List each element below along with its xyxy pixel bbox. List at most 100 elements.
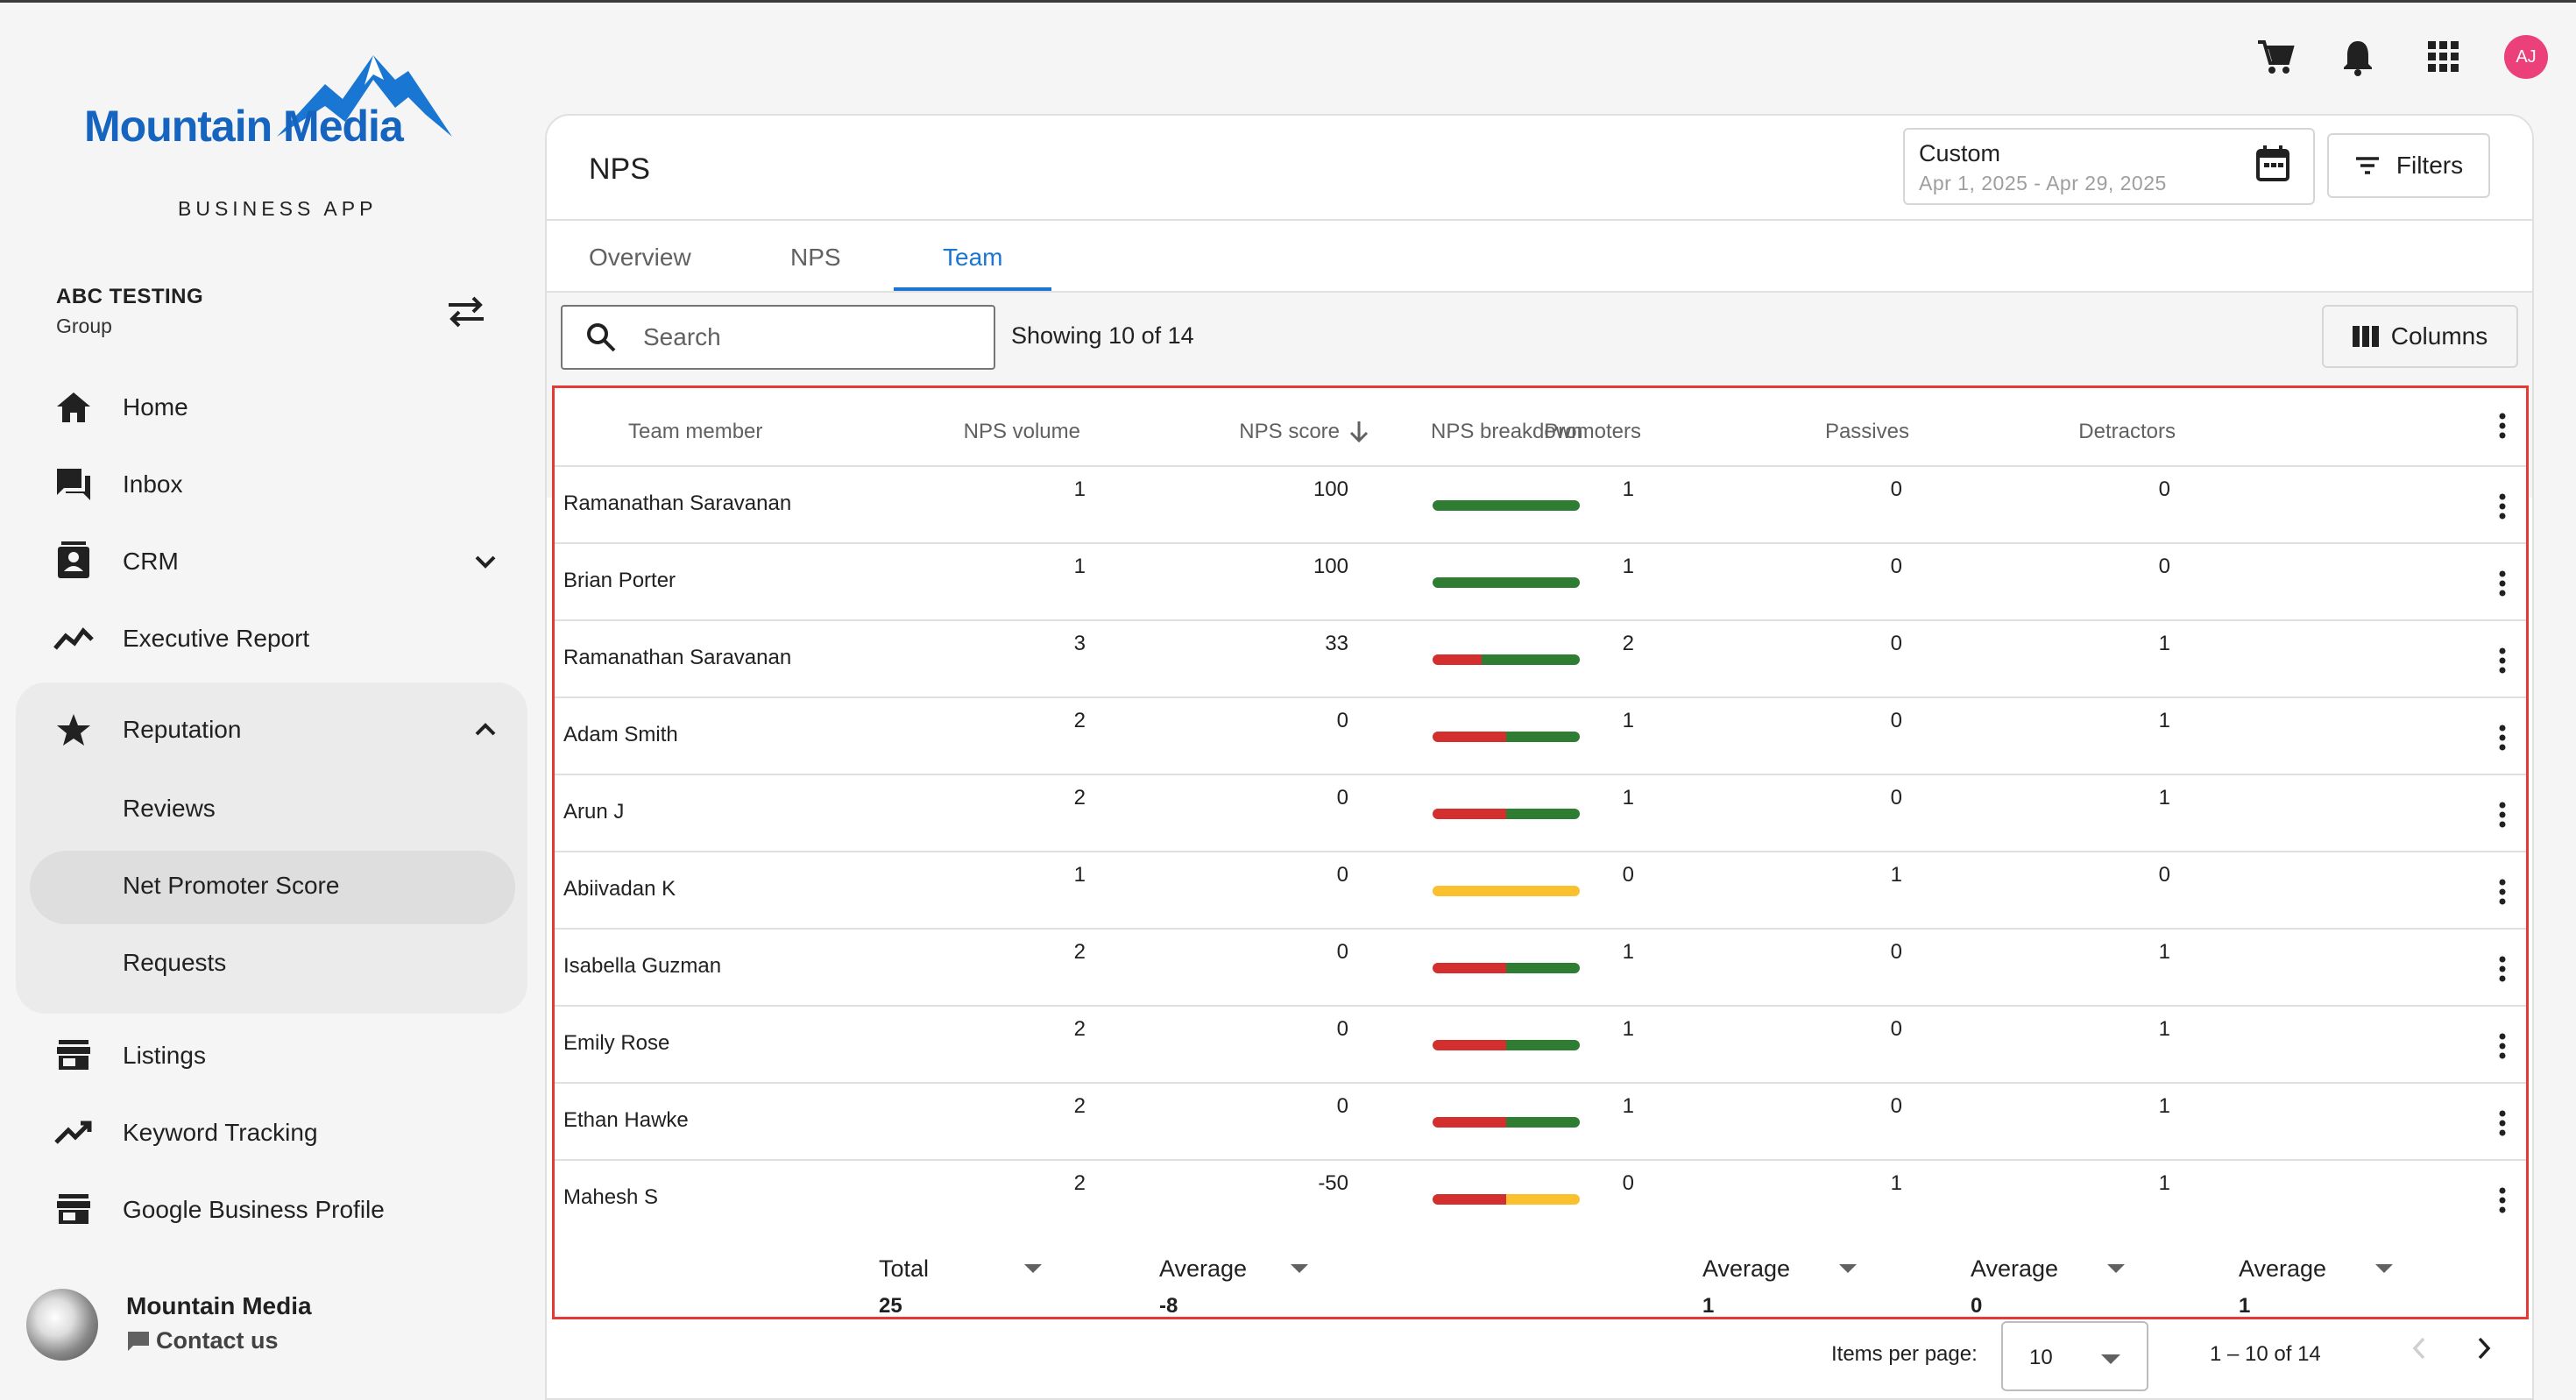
breakdown-segment-promoters (1506, 963, 1580, 973)
tab-overview[interactable]: Overview (589, 244, 691, 271)
columns-button[interactable]: Columns (2322, 305, 2518, 368)
chevron-up-icon[interactable] (473, 721, 498, 743)
sidebar-subitem-net-promoter-score[interactable]: Net Promoter Score (123, 872, 340, 899)
table-row[interactable]: Isabella Guzman 2 0 1 0 1 (555, 928, 2526, 1005)
row-more-vert-icon[interactable] (2498, 1187, 2507, 1218)
sidebar-subitem-reviews[interactable]: Reviews (123, 795, 216, 822)
sidebar-item-label: Google Business Profile (123, 1196, 385, 1223)
sidebar-item-reputation[interactable]: Reputation (53, 704, 241, 756)
sort-arrow-down-icon (1349, 421, 1369, 443)
column-header-nps-breakdown[interactable]: NPS breakdown (1431, 420, 1583, 443)
user-avatar[interactable]: AJ (2504, 35, 2548, 79)
row-more-vert-icon[interactable] (2498, 647, 2507, 678)
cell-nps-volume: 1 (1073, 555, 1086, 578)
cell-team-member: Brian Porter (563, 569, 676, 592)
tab-nps[interactable]: NPS (790, 244, 841, 271)
row-more-vert-icon[interactable] (2498, 570, 2507, 601)
column-header-team-member[interactable]: Team member (628, 420, 763, 443)
account-type: Group (56, 315, 112, 337)
previous-page-icon[interactable] (2408, 1333, 2429, 1368)
search-input[interactable] (643, 323, 976, 351)
account-switcher[interactable]: ABC TESTING Group (56, 285, 203, 338)
date-range-value: Apr 1, 2025 - Apr 29, 2025 (1919, 172, 2167, 194)
cell-nps-volume: 1 (1073, 863, 1086, 887)
sidebar-item-listings[interactable]: Listings (53, 1029, 206, 1082)
footer-detractors-value: 1 (2239, 1294, 2251, 1318)
table-row[interactable]: Abiivadan K 1 0 0 1 0 (555, 851, 2526, 928)
next-page-icon[interactable] (2474, 1333, 2495, 1368)
search-field[interactable] (561, 305, 995, 370)
breakdown-segment-detractors (1433, 732, 1506, 742)
cell-promoters: 1 (1622, 786, 1634, 810)
home-icon (53, 386, 95, 428)
breakdown-segment-promoters (1433, 577, 1580, 588)
table-row[interactable]: Ethan Hawke 2 0 1 0 1 (555, 1082, 2526, 1159)
swap-icon[interactable] (445, 294, 487, 334)
brand-logo[interactable]: Mountain Media (84, 38, 470, 169)
search-icon (587, 323, 616, 352)
column-header-promoters[interactable]: Promoters (1544, 420, 1641, 443)
cell-detractors: 0 (2158, 477, 2170, 501)
calendar-icon[interactable] (2255, 145, 2290, 187)
table-row[interactable]: Arun J 2 0 1 0 1 (555, 774, 2526, 851)
caret-down-icon[interactable] (1291, 1264, 1308, 1273)
caret-down-icon[interactable] (2107, 1264, 2125, 1273)
date-range-picker[interactable]: Custom Apr 1, 2025 - Apr 29, 2025 (1903, 128, 2315, 205)
sidebar-subitem-requests[interactable]: Requests (123, 949, 227, 976)
table-row[interactable]: Mahesh S 2 -50 0 1 1 (555, 1159, 2526, 1236)
row-more-vert-icon[interactable] (2498, 1033, 2507, 1064)
sidebar-item-crm[interactable]: CRM (53, 535, 179, 588)
table-row[interactable]: Brian Porter 1 100 1 0 0 (555, 542, 2526, 619)
more-vert-icon[interactable] (2498, 413, 2507, 443)
sidebar-item-google-business-profile[interactable]: Google Business Profile (53, 1184, 385, 1236)
footer-promoters-label: Average (1702, 1255, 1791, 1282)
notifications-bell-icon[interactable] (2334, 33, 2381, 81)
row-more-vert-icon[interactable] (2498, 1110, 2507, 1141)
cell-nps-volume: 3 (1073, 632, 1086, 655)
row-more-vert-icon[interactable] (2498, 725, 2507, 755)
table-row[interactable]: Ramanathan Saravanan 1 100 1 0 0 (555, 465, 2526, 542)
chevron-down-icon[interactable] (473, 553, 498, 575)
cell-passives: 0 (1890, 632, 1902, 655)
cell-nps-score: 0 (1336, 863, 1348, 887)
column-header-passives[interactable]: Passives (1824, 420, 1909, 443)
cell-nps-score: 0 (1336, 1094, 1348, 1118)
filters-button[interactable]: Filters (2327, 133, 2490, 198)
cell-promoters: 2 (1622, 632, 1634, 655)
contact-us-link[interactable]: Contact us (126, 1327, 279, 1354)
row-more-vert-icon[interactable] (2498, 956, 2507, 986)
cell-team-member: Abiivadan K (563, 877, 676, 901)
caret-down-icon[interactable] (2375, 1264, 2393, 1273)
nps-breakdown-bar (1433, 654, 1580, 665)
row-more-vert-icon[interactable] (2498, 879, 2507, 909)
cell-detractors: 1 (2158, 940, 2170, 964)
sidebar-item-label: Reputation (123, 716, 242, 743)
caret-down-icon[interactable] (1024, 1264, 1042, 1273)
table-row[interactable]: Ramanathan Saravanan 3 33 2 0 1 (555, 619, 2526, 696)
column-header-nps-volume[interactable]: NPS volume (963, 420, 1080, 443)
sidebar-item-keyword-tracking[interactable]: Keyword Tracking (53, 1107, 318, 1159)
cell-detractors: 1 (2158, 786, 2170, 810)
sidebar-item-inbox[interactable]: Inbox (53, 458, 183, 511)
row-more-vert-icon[interactable] (2498, 493, 2507, 524)
sidebar-item-home[interactable]: Home (53, 381, 188, 434)
cell-detractors: 1 (2158, 1017, 2170, 1041)
cell-nps-score: 33 (1325, 632, 1348, 655)
caret-down-icon[interactable] (1839, 1264, 1857, 1273)
table-row[interactable]: Emily Rose 2 0 1 0 1 (555, 1005, 2526, 1082)
items-per-page-select[interactable]: 10 (2001, 1321, 2148, 1391)
breakdown-segment-promoters (1506, 1040, 1580, 1050)
sidebar-item-executive-report[interactable]: Executive Report (53, 612, 309, 665)
cell-nps-volume: 2 (1073, 940, 1086, 964)
column-header-nps-score[interactable]: NPS score (1185, 420, 1369, 444)
sidebar-item-label: CRM (123, 548, 179, 575)
row-more-vert-icon[interactable] (2498, 802, 2507, 832)
cart-icon[interactable] (2252, 33, 2299, 81)
inbox-icon (53, 463, 95, 506)
apps-grid-icon[interactable] (2420, 33, 2467, 81)
chat-icon (128, 1331, 149, 1351)
column-header-detractors[interactable]: Detractors (2078, 420, 2176, 443)
tab-team[interactable]: Team (943, 244, 1003, 271)
table-row[interactable]: Adam Smith 2 0 1 0 1 (555, 696, 2526, 774)
cell-promoters: 1 (1622, 709, 1634, 732)
